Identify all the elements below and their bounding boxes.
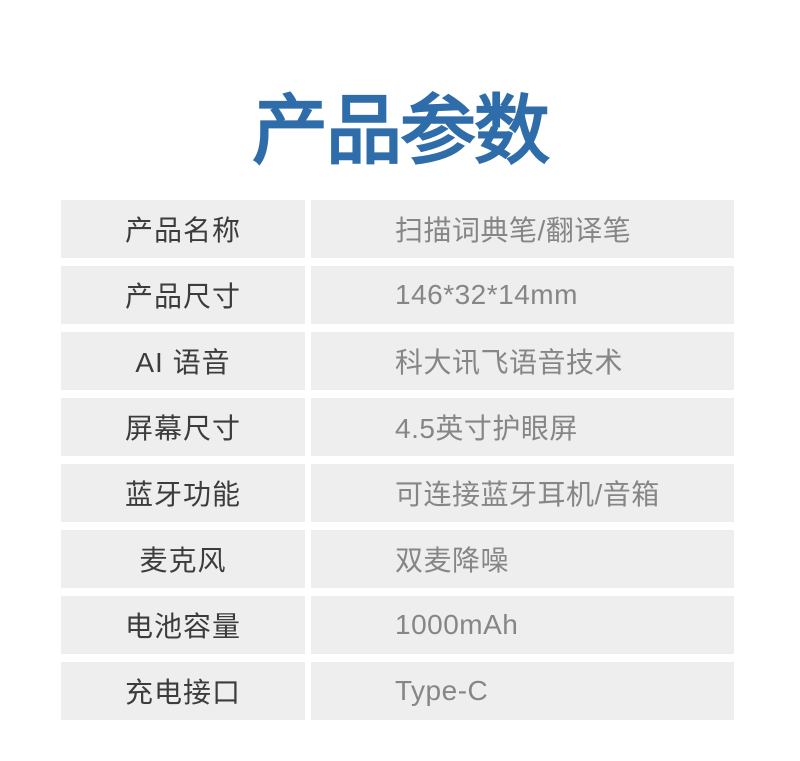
spec-row: 产品名称 扫描词典笔/翻译笔 xyxy=(61,200,734,258)
spec-value: 146*32*14mm xyxy=(311,266,734,324)
spec-label: AI 语音 xyxy=(61,332,305,390)
spec-label: 产品尺寸 xyxy=(61,266,305,324)
spec-row: 屏幕尺寸 4.5英寸护眼屏 xyxy=(61,398,734,456)
spec-value: 科大讯飞语音技术 xyxy=(311,332,734,390)
spec-label: 屏幕尺寸 xyxy=(61,398,305,456)
spec-row: AI 语音 科大讯飞语音技术 xyxy=(61,332,734,390)
spec-value: 可连接蓝牙耳机/音箱 xyxy=(311,464,734,522)
spec-table: 产品名称 扫描词典笔/翻译笔 产品尺寸 146*32*14mm AI 语音 科大… xyxy=(61,200,734,728)
spec-row: 充电接口 Type-C xyxy=(61,662,734,720)
spec-label: 电池容量 xyxy=(61,596,305,654)
spec-value: 扫描词典笔/翻译笔 xyxy=(311,200,734,258)
spec-label: 充电接口 xyxy=(61,662,305,720)
spec-value: 1000mAh xyxy=(311,596,734,654)
spec-label: 产品名称 xyxy=(61,200,305,258)
spec-row: 蓝牙功能 可连接蓝牙耳机/音箱 xyxy=(61,464,734,522)
spec-row: 产品尺寸 146*32*14mm xyxy=(61,266,734,324)
spec-label: 蓝牙功能 xyxy=(61,464,305,522)
spec-row: 电池容量 1000mAh xyxy=(61,596,734,654)
page-title: 产品参数 xyxy=(252,89,550,174)
spec-value: 4.5英寸护眼屏 xyxy=(311,398,734,456)
spec-row: 麦克风 双麦降噪 xyxy=(61,530,734,588)
spec-value: 双麦降噪 xyxy=(311,530,734,588)
spec-label: 麦克风 xyxy=(61,530,305,588)
spec-value: Type-C xyxy=(311,662,734,720)
